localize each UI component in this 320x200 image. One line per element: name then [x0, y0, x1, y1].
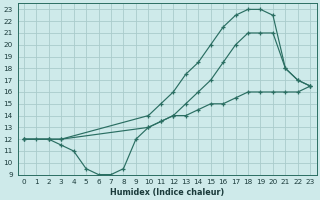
X-axis label: Humidex (Indice chaleur): Humidex (Indice chaleur): [110, 188, 224, 197]
